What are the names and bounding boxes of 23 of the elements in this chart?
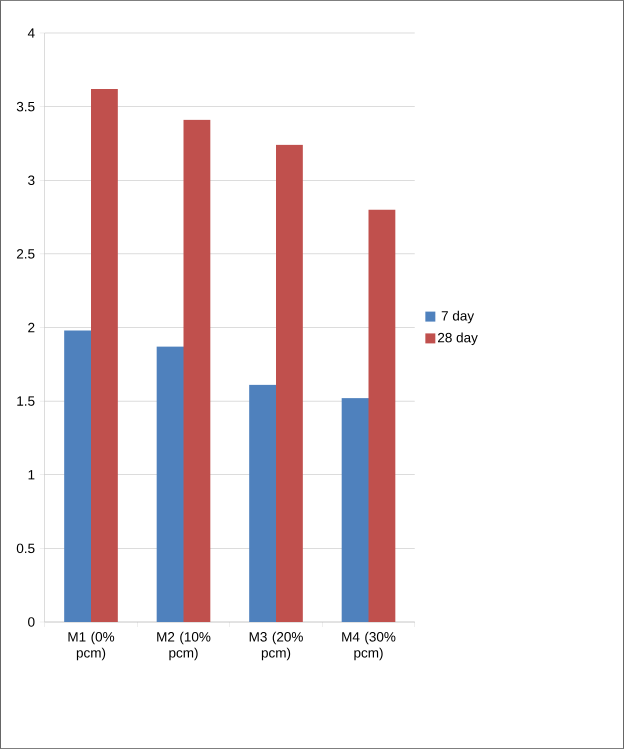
legend-label: 7 day: [442, 310, 474, 324]
bar: [184, 120, 210, 622]
y-tick-label: 2: [28, 322, 34, 332]
bar: [368, 210, 396, 622]
bar: [156, 346, 184, 622]
bar: [91, 88, 118, 622]
y-tick-label: 4: [28, 28, 35, 38]
y-tick-label: 2.5: [16, 249, 34, 259]
x-tick-label: M1 (0% pcm): [68, 632, 114, 660]
bar: [342, 398, 369, 622]
bar: [64, 330, 91, 622]
y-tick-label: 3: [28, 175, 34, 186]
bar: [276, 144, 303, 622]
y-tick-label: 1: [28, 470, 34, 480]
legend-label: 28 day: [438, 332, 478, 346]
y-tick-label: 0.5: [16, 544, 34, 554]
bar: [249, 384, 276, 622]
x-tick-label: M3 (20% pcm): [250, 632, 303, 660]
x-tick-label: M4 (30% pcm): [342, 632, 396, 660]
y-tick-label: 0: [28, 617, 35, 627]
x-tick-label: M2 (10% pcm): [157, 632, 210, 660]
y-tick-label: 1.5: [17, 396, 34, 406]
y-tick-label: 3.5: [16, 102, 34, 112]
